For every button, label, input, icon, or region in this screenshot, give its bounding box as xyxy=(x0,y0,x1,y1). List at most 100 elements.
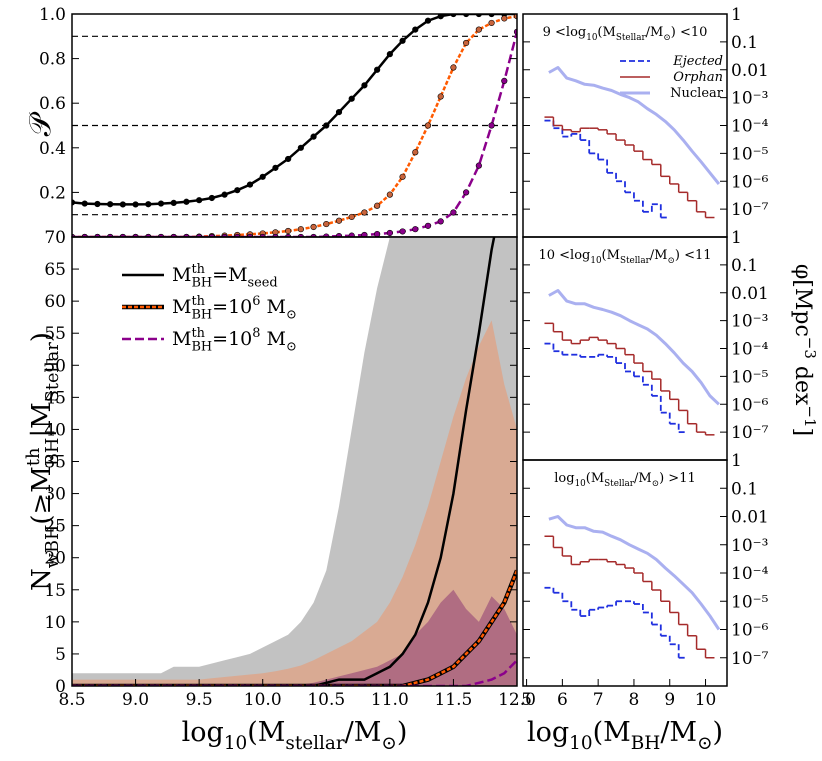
x-tick-label: 10.5 xyxy=(307,690,345,710)
text-run: log xyxy=(554,471,574,486)
y-tick-label: 10⁻⁷ xyxy=(731,200,769,220)
x-tick-label: 9.0 xyxy=(122,690,149,710)
text-run: 10 xyxy=(224,733,247,754)
plot-area xyxy=(544,66,721,219)
marker xyxy=(475,162,482,169)
plot-area xyxy=(544,515,721,659)
marker xyxy=(424,222,432,229)
y-tick-label: 0.2 xyxy=(39,183,66,203)
marker xyxy=(234,187,241,194)
marker xyxy=(335,233,343,237)
y-tick-label: 0 xyxy=(55,677,66,697)
text-run: th xyxy=(191,326,204,341)
y-axis-label: NwBH(≥MthBH|MStellar) xyxy=(24,332,63,591)
y-tick-label: 10⁻⁴ xyxy=(731,117,769,137)
plot-area xyxy=(72,237,517,686)
text-run: ⊙ xyxy=(286,308,297,323)
text-run: ) xyxy=(397,717,408,748)
y-tick-label: 1 xyxy=(731,451,742,471)
text-run: ⊙ xyxy=(286,340,297,355)
y-tick-label: 10⁻³ xyxy=(731,89,768,109)
x-tick-label: 5 xyxy=(521,690,532,710)
marker xyxy=(374,202,381,209)
x-tick-label: 12.0 xyxy=(498,690,536,710)
marker xyxy=(310,133,317,140)
y-tick-label: 0.1 xyxy=(731,33,758,53)
marker xyxy=(386,229,393,237)
text-run: N xyxy=(27,568,57,591)
text-run: BH xyxy=(631,733,661,754)
y-tick-label: 0.1 xyxy=(731,479,758,499)
text-run: (≥M xyxy=(27,466,57,525)
y-tick-label: 50 xyxy=(44,356,66,376)
text-run: th xyxy=(191,294,204,309)
text-run: Stellar xyxy=(604,479,635,489)
text-run: φ[Mpc xyxy=(790,264,815,337)
y-tick-label: 1 xyxy=(731,5,742,25)
marker xyxy=(437,93,444,100)
line xyxy=(548,66,721,185)
y-tick-label: 0.1 xyxy=(731,256,758,276)
x-tick-label: 11.0 xyxy=(371,690,409,710)
text-run: /M xyxy=(660,717,697,748)
marker xyxy=(323,122,330,129)
y-tick-label: 45 xyxy=(44,388,66,408)
y-tick-label: 1.0 xyxy=(39,5,66,25)
text-run: 10 xyxy=(569,733,592,754)
y-tick-label: 25 xyxy=(44,517,66,537)
marker xyxy=(285,155,292,163)
y-tick-label: 5 xyxy=(55,645,66,665)
marker xyxy=(119,201,126,208)
text-run: BH xyxy=(191,308,212,323)
marker xyxy=(310,223,317,231)
x-tick-label: 10.0 xyxy=(244,690,282,710)
marker xyxy=(399,37,406,44)
text-run: ) <10 xyxy=(671,25,708,40)
y-tick-label: 10⁻³ xyxy=(731,312,768,332)
y-tick-label: 10⁻⁵ xyxy=(731,367,769,387)
marker xyxy=(94,200,101,208)
marker xyxy=(170,199,177,206)
text-run: ) <11 xyxy=(675,248,712,263)
y-tick-label: 0.01 xyxy=(731,508,769,528)
y-tick-label: 10⁻⁵ xyxy=(731,144,769,164)
y-tick-label: 60 xyxy=(44,292,66,312)
text-run: 10 xyxy=(575,479,587,489)
line xyxy=(72,570,517,686)
text-run: Stellar xyxy=(620,256,651,266)
text-run: =M xyxy=(212,264,247,286)
marker xyxy=(475,26,482,33)
text-run: log xyxy=(527,717,569,748)
marker xyxy=(132,201,139,208)
marker xyxy=(399,228,406,235)
marker xyxy=(386,191,393,198)
text-run: 8 xyxy=(252,326,260,341)
marker xyxy=(335,217,343,224)
marker xyxy=(107,201,114,208)
marker xyxy=(501,77,508,84)
y-tick-label: 70 xyxy=(44,228,66,248)
text-run: (M xyxy=(586,471,604,486)
y-tick-label: 55 xyxy=(44,324,66,344)
x-tick-label: 9.5 xyxy=(186,690,213,710)
line xyxy=(72,237,496,686)
x-tick-label: 6 xyxy=(557,690,568,710)
text-run: ) xyxy=(712,717,723,748)
legend-label: Ejected xyxy=(672,54,723,69)
marker xyxy=(348,213,355,221)
text-run: M xyxy=(172,264,191,286)
text-run: BH xyxy=(191,276,212,291)
marker xyxy=(145,201,152,208)
y-tick-label: 10 xyxy=(44,613,66,633)
text-run: seed xyxy=(248,276,278,291)
band xyxy=(72,589,517,686)
text-run: /M xyxy=(650,248,668,263)
line xyxy=(548,515,721,631)
marker xyxy=(450,64,457,71)
y-tick-label: 10⁻⁴ xyxy=(731,564,769,584)
y-tick-label: 0.01 xyxy=(731,61,769,81)
legend-label: Mth BH=108 M⊙ xyxy=(172,326,297,355)
marker xyxy=(386,51,393,58)
text-run: −3 xyxy=(801,337,819,359)
marker xyxy=(221,191,228,198)
